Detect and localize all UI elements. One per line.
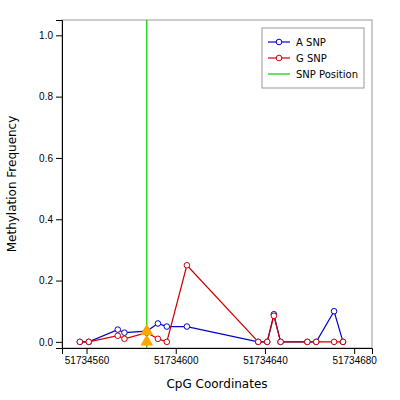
series-point bbox=[77, 339, 83, 345]
series-point bbox=[278, 339, 284, 345]
tick-mark bbox=[87, 348, 88, 354]
series-point bbox=[255, 339, 261, 345]
tick: 0.4 bbox=[39, 214, 62, 225]
series-point bbox=[164, 324, 170, 330]
chart: 517345605173460051734640517346800.00.20.… bbox=[0, 0, 400, 400]
tick: 1.0 bbox=[39, 30, 62, 41]
tick: 51734680 bbox=[332, 348, 377, 366]
series-point bbox=[313, 339, 319, 345]
series-point bbox=[155, 321, 161, 327]
tick: 0.2 bbox=[39, 275, 62, 286]
legend-item: A SNP bbox=[268, 37, 326, 48]
series-point bbox=[86, 339, 92, 345]
series-point bbox=[305, 339, 311, 345]
series-point bbox=[122, 330, 128, 336]
axis-line bbox=[63, 349, 373, 355]
tick-label: 0.8 bbox=[39, 91, 53, 102]
tick-label: 1.0 bbox=[39, 30, 53, 41]
series-point bbox=[77, 339, 83, 345]
legend-marker bbox=[276, 55, 282, 61]
series-point bbox=[184, 324, 190, 330]
tick: 0.8 bbox=[39, 91, 62, 102]
tick-mark bbox=[56, 97, 62, 98]
series-point bbox=[331, 308, 337, 314]
series-point bbox=[155, 336, 161, 342]
series-point bbox=[331, 339, 337, 345]
series-point bbox=[164, 339, 170, 345]
plot: 517345605173460051734640517346800.00.20.… bbox=[5, 20, 377, 391]
tick-mark bbox=[56, 219, 62, 220]
tick-mark bbox=[56, 35, 62, 36]
tick-label: 51734640 bbox=[243, 355, 288, 366]
tick: 51734600 bbox=[154, 348, 199, 366]
series-point bbox=[115, 333, 121, 339]
tick: 0.6 bbox=[39, 153, 62, 164]
x-axis-title: CpG Coordinates bbox=[166, 377, 267, 391]
tick-label: 51734600 bbox=[154, 355, 199, 366]
axis-line bbox=[56, 21, 63, 349]
legend-label: SNP Position bbox=[296, 69, 358, 80]
legend-swatch bbox=[268, 73, 290, 74]
tick-mark bbox=[56, 342, 62, 343]
legend-item: SNP Position bbox=[268, 69, 358, 80]
series-point bbox=[122, 336, 128, 342]
snp-line bbox=[146, 20, 147, 348]
legend-label: G SNP bbox=[296, 53, 327, 64]
series-line bbox=[80, 265, 343, 342]
tick-label: 0.0 bbox=[39, 337, 53, 348]
tick-label: 0.2 bbox=[39, 275, 53, 286]
tick-mark bbox=[56, 158, 62, 159]
y-axis-title: Methylation Frequency bbox=[5, 116, 19, 253]
legend-box bbox=[262, 28, 364, 88]
tick: 51734560 bbox=[65, 348, 110, 366]
tick-label: 0.6 bbox=[39, 153, 53, 164]
legend-marker bbox=[276, 39, 282, 45]
series-point bbox=[271, 313, 277, 319]
legend: A SNP G SNP SNP Position bbox=[262, 28, 364, 88]
snp-marker bbox=[141, 335, 152, 345]
series-point bbox=[255, 339, 261, 345]
tick-label: 0.4 bbox=[39, 214, 53, 225]
series-point bbox=[264, 339, 270, 345]
tick-mark bbox=[265, 348, 266, 354]
legend-item: G SNP bbox=[268, 53, 327, 64]
tick-mark bbox=[56, 281, 62, 282]
tick-mark bbox=[176, 348, 177, 354]
tick: 51734640 bbox=[243, 348, 288, 366]
series-point bbox=[264, 339, 270, 345]
series-point bbox=[184, 262, 190, 268]
x-axis: 51734560 51734600 51734640 51734680 bbox=[63, 348, 378, 366]
tick-label: 51734680 bbox=[332, 355, 377, 366]
legend-label: A SNP bbox=[296, 37, 326, 48]
tick-mark bbox=[354, 348, 355, 354]
series-point bbox=[313, 339, 319, 345]
series-point bbox=[340, 339, 346, 345]
snp-marker bbox=[141, 325, 152, 335]
series-point bbox=[115, 327, 121, 333]
series-point bbox=[278, 339, 284, 345]
series-point bbox=[340, 339, 346, 345]
series-point bbox=[305, 339, 311, 345]
series-line bbox=[80, 311, 343, 342]
tick: 0.0 bbox=[39, 337, 62, 348]
tick-label: 51734560 bbox=[65, 355, 110, 366]
plot-frame bbox=[62, 20, 372, 348]
series-point bbox=[86, 339, 92, 345]
y-axis: 0.0 0.2 0.4 0.6 0.8 1.0 bbox=[39, 21, 62, 349]
